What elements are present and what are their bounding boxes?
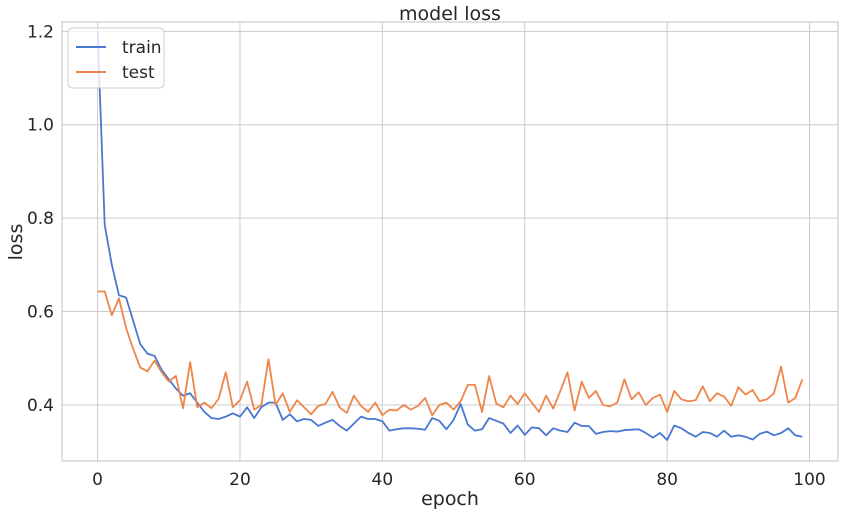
y-tick-label: 1.2 bbox=[27, 22, 54, 42]
chart-title: model loss bbox=[399, 3, 501, 25]
x-tick-label: 80 bbox=[656, 470, 678, 490]
legend-label-test: test bbox=[122, 63, 155, 83]
legend: train test bbox=[67, 27, 165, 89]
y-axis-label: loss bbox=[5, 224, 27, 261]
y-tick-label: 1.0 bbox=[27, 116, 54, 136]
series-line-train bbox=[96, 31, 803, 441]
legend-label-train: train bbox=[122, 38, 162, 58]
x-tick-label: 60 bbox=[514, 470, 536, 490]
y-tick-label: 0.6 bbox=[27, 303, 54, 323]
tick-labels: 0 20 40 60 80 100 0.4 0.6 0.8 1.0 1.2 bbox=[27, 22, 826, 490]
grid bbox=[62, 22, 838, 461]
plot-frame bbox=[61, 21, 839, 462]
x-tick-label: 20 bbox=[229, 470, 251, 490]
x-tick-label: 40 bbox=[372, 470, 394, 490]
y-tick-label: 0.4 bbox=[27, 396, 54, 416]
x-tick-label: 100 bbox=[793, 470, 825, 490]
y-tick-label: 0.8 bbox=[27, 209, 54, 229]
x-axis-label: epoch bbox=[421, 488, 479, 510]
series-line-test bbox=[97, 290, 804, 417]
x-tick-label: 0 bbox=[92, 470, 103, 490]
series-lines bbox=[96, 31, 804, 441]
